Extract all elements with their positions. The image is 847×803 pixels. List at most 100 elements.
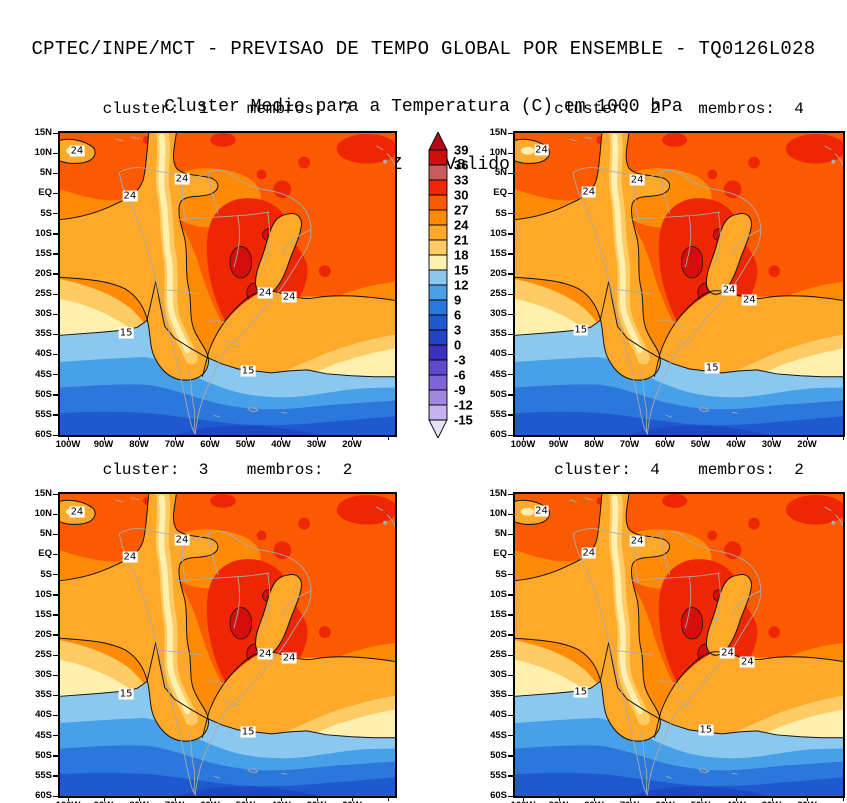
lat-tick-label: 5S bbox=[40, 568, 52, 580]
lat-axis-tick bbox=[508, 434, 513, 436]
lat-axis-tick bbox=[508, 313, 513, 316]
lat-tick-label: 55S bbox=[35, 408, 52, 420]
colorbar-box bbox=[428, 224, 448, 241]
lat-axis-tick bbox=[53, 192, 58, 195]
lon-axis-tick bbox=[316, 435, 318, 440]
lon-axis-tick bbox=[68, 435, 70, 440]
lat-tick-label: 15S bbox=[490, 247, 507, 259]
colorbar-box bbox=[428, 269, 448, 286]
lat-axis-tick bbox=[508, 654, 513, 656]
lat-tick-label: 5N bbox=[494, 528, 507, 540]
filled-contours bbox=[515, 133, 843, 435]
panel-title: cluster: 1 membros: 7 bbox=[102, 100, 353, 118]
lat-axis-tick bbox=[508, 353, 513, 356]
panel-cluster-4: cluster: 4 membros: 2 bbox=[490, 461, 845, 803]
colorbar-tick-label: -15 bbox=[454, 412, 473, 428]
contour-label: 24 bbox=[740, 656, 755, 668]
lon-axis-tick bbox=[139, 435, 141, 440]
colorbar-box bbox=[428, 179, 448, 196]
colorbar-arrow bbox=[428, 419, 448, 438]
lon-axis-tick bbox=[842, 435, 844, 440]
lat-axis-tick bbox=[53, 353, 58, 356]
colorbar-tick-label: -3 bbox=[454, 352, 466, 368]
geography-borders bbox=[115, 497, 395, 796]
lon-tick-label: 60W bbox=[200, 439, 220, 450]
lon-tick-label: 90W bbox=[542, 801, 576, 803]
contour-label: 24 bbox=[581, 186, 597, 198]
lat-axis-tick bbox=[53, 755, 58, 757]
contour-label: 15 bbox=[118, 327, 134, 339]
lon-tick-label: 90W bbox=[548, 439, 569, 450]
lon-axis-tick bbox=[665, 435, 667, 440]
lat-tick-label: 35S bbox=[35, 689, 52, 701]
lon-tick-label: 30W bbox=[755, 801, 789, 803]
lat-tick-label: 40S bbox=[35, 709, 52, 721]
lat-axis-tick bbox=[508, 233, 513, 235]
colorbar-box bbox=[428, 254, 448, 271]
contour-label: 24 bbox=[534, 505, 549, 517]
contour-label: 15 bbox=[573, 324, 589, 336]
colorbar-tick-label: 30 bbox=[454, 187, 469, 203]
contour-label: 15 bbox=[704, 362, 720, 374]
temperature-contour-map bbox=[515, 494, 843, 796]
lat-axis-tick bbox=[53, 513, 58, 516]
figure-title-line2: Cluster Medio para a Temperatura (C) em … bbox=[164, 97, 683, 117]
lat-axis-tick bbox=[508, 273, 513, 275]
contour-label: 24 bbox=[742, 294, 757, 306]
lat-tick-label: 50S bbox=[490, 749, 507, 761]
lat-tick-label: 20S bbox=[35, 267, 52, 279]
lat-tick-label: EQ bbox=[38, 548, 52, 560]
lat-axis-tick bbox=[508, 775, 513, 777]
colorbar-tick-label: 3 bbox=[454, 322, 462, 338]
lon-tick-label: 50W bbox=[690, 439, 711, 450]
lat-tick-label: 25S bbox=[490, 649, 507, 661]
colorbar-box bbox=[428, 209, 448, 226]
colorbar-tick-label: 18 bbox=[454, 247, 469, 263]
lat-tick-label: 50S bbox=[35, 749, 52, 761]
lat-axis-tick bbox=[53, 714, 58, 717]
contour-label: 24 bbox=[122, 551, 138, 563]
lat-tick-label: 15S bbox=[35, 608, 52, 620]
contour-label: 24 bbox=[257, 287, 273, 299]
contour-label: 24 bbox=[629, 535, 645, 547]
lon-axis-tick bbox=[103, 435, 105, 440]
colorbar-tick-label: 0 bbox=[454, 337, 462, 353]
lon-tick-label: 40W bbox=[726, 439, 746, 450]
geography-borders bbox=[569, 497, 843, 796]
lat-tick-label: 50S bbox=[490, 388, 507, 400]
lat-axis-tick bbox=[53, 273, 58, 275]
contour-label: 24 bbox=[720, 647, 735, 659]
colorbar-box bbox=[428, 299, 448, 316]
lon-axis-tick bbox=[700, 796, 702, 801]
contour-label: 24 bbox=[281, 291, 297, 303]
lat-tick-label: 15S bbox=[490, 608, 507, 620]
lat-axis-tick bbox=[53, 293, 58, 295]
lat-axis-tick bbox=[508, 172, 513, 175]
lat-tick-label: 60S bbox=[35, 790, 52, 801]
colorbar-tick-label: 21 bbox=[454, 232, 469, 248]
lat-axis-tick bbox=[53, 634, 58, 636]
lat-axis-tick bbox=[508, 213, 513, 215]
lat-axis-tick bbox=[53, 553, 58, 556]
lat-axis-tick bbox=[53, 313, 58, 316]
filled-contours bbox=[515, 494, 843, 796]
colorbar-arrow bbox=[428, 132, 448, 151]
lat-axis-tick bbox=[508, 192, 513, 195]
contour-label: 24 bbox=[629, 174, 645, 186]
panel-title: cluster: 3 membros: 2 bbox=[102, 461, 353, 479]
contour-label: 15 bbox=[240, 365, 256, 377]
panel-cluster-1: cluster: 1 membros: 7 bbox=[35, 100, 397, 450]
lon-axis-tick bbox=[736, 796, 738, 801]
lat-tick-label: 5S bbox=[40, 207, 52, 219]
lon-tick-label: 20W bbox=[790, 801, 824, 803]
contour-label: 15 bbox=[118, 688, 134, 700]
lon-axis-tick bbox=[736, 435, 738, 440]
lon-tick-label: 60W bbox=[655, 439, 675, 450]
lon-tick-label: 30W bbox=[300, 801, 334, 803]
panel-cluster-3: cluster: 3 membros: 2 bbox=[35, 461, 397, 803]
lon-axis-tick bbox=[174, 796, 176, 801]
lat-tick-label: 45S bbox=[35, 368, 52, 380]
lon-axis-tick bbox=[523, 435, 525, 440]
lat-axis-tick bbox=[53, 735, 58, 737]
lat-axis-tick bbox=[53, 694, 58, 697]
